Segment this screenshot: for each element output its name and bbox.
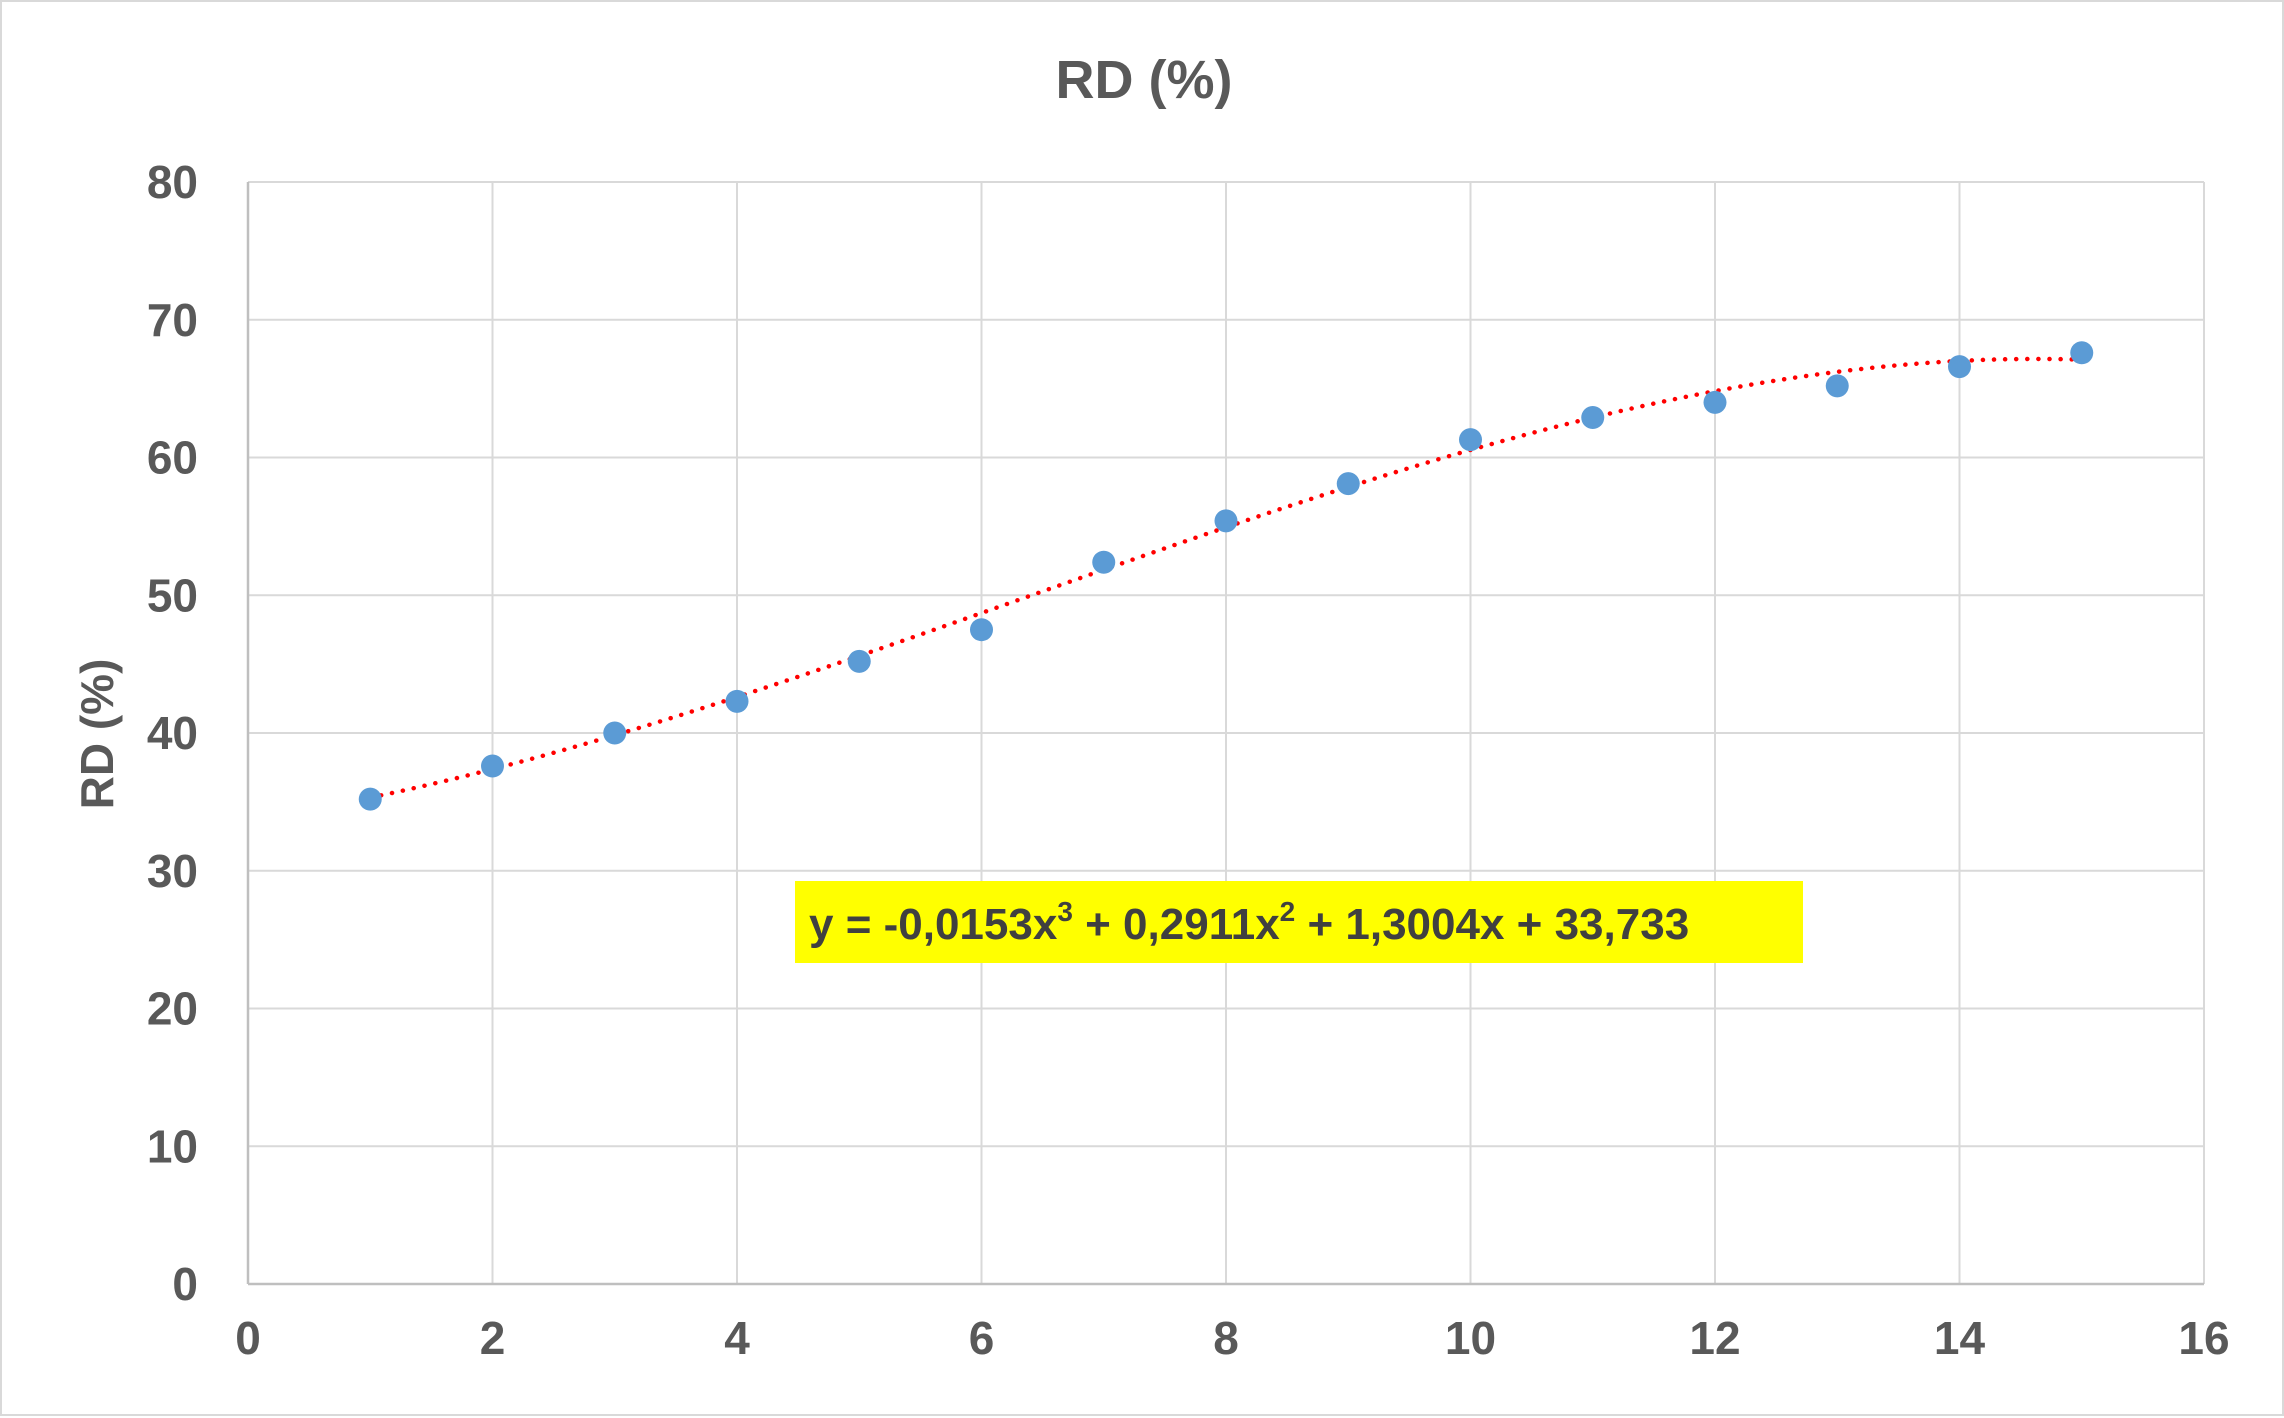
y-axis-label: RD (%): [71, 659, 123, 810]
grid-layer: [248, 181, 2205, 1284]
x-tick-label: 10: [1445, 1312, 1496, 1364]
y-tick-label: 50: [147, 569, 198, 621]
data-point: [1092, 550, 1116, 574]
equation-suffix: + 1,3004x + 33,733: [1295, 900, 1689, 949]
tick-labels: 0 10 20 30 40 50 60 70 80 0 2 4 6 8 10 12 14 16: [147, 156, 2230, 1364]
x-tick-label: 0: [235, 1312, 261, 1364]
x-tick-label: 4: [724, 1312, 750, 1364]
data-point: [1703, 390, 1727, 414]
x-tick-label: 2: [480, 1312, 506, 1364]
equation-background: [795, 881, 1803, 963]
axes-layer: [246, 182, 2204, 1286]
data-point: [847, 649, 871, 673]
data-point: [725, 689, 749, 713]
x-tick-label: 8: [1213, 1312, 1239, 1364]
y-tick-label: 0: [172, 1258, 198, 1310]
data-point: [1459, 428, 1482, 452]
equation-exponent-2: 2: [1280, 896, 1296, 927]
y-tick-label: 10: [147, 1120, 198, 1172]
data-point: [2070, 341, 2094, 365]
equation-middle: + 0,2911x: [1073, 900, 1280, 949]
data-points: [358, 341, 2094, 811]
y-tick-label: 70: [147, 294, 198, 346]
data-point: [603, 721, 627, 745]
y-tick-label: 80: [147, 156, 198, 208]
data-point: [970, 618, 993, 642]
data-point: [1825, 374, 1849, 398]
y-tick-label: 30: [147, 845, 198, 897]
equation-text: y = -0,0153x3 + 0,2911x2 + 1,3004x + 33,…: [809, 896, 1689, 949]
data-point: [1581, 406, 1605, 430]
equation-prefix: y = -0,0153x: [809, 900, 1058, 949]
data-point: [1214, 509, 1238, 533]
x-tick-label: 12: [1689, 1312, 1740, 1364]
data-point: [1336, 472, 1360, 496]
y-tick-label: 20: [147, 983, 198, 1035]
trendline-equation-label: y = -0,0153x3 + 0,2911x2 + 1,3004x + 33,…: [795, 881, 1803, 963]
chart-title: RD (%): [1056, 50, 1233, 110]
y-tick-label: 60: [147, 432, 198, 484]
x-tick-label: 16: [2178, 1312, 2229, 1364]
data-point: [481, 754, 504, 778]
data-point: [358, 787, 382, 811]
x-tick-label: 14: [1934, 1312, 1986, 1364]
y-tick-label: 40: [147, 707, 198, 759]
x-tick-label: 6: [969, 1312, 995, 1364]
equation-exponent-3: 3: [1057, 896, 1073, 927]
data-point: [1948, 355, 1971, 379]
